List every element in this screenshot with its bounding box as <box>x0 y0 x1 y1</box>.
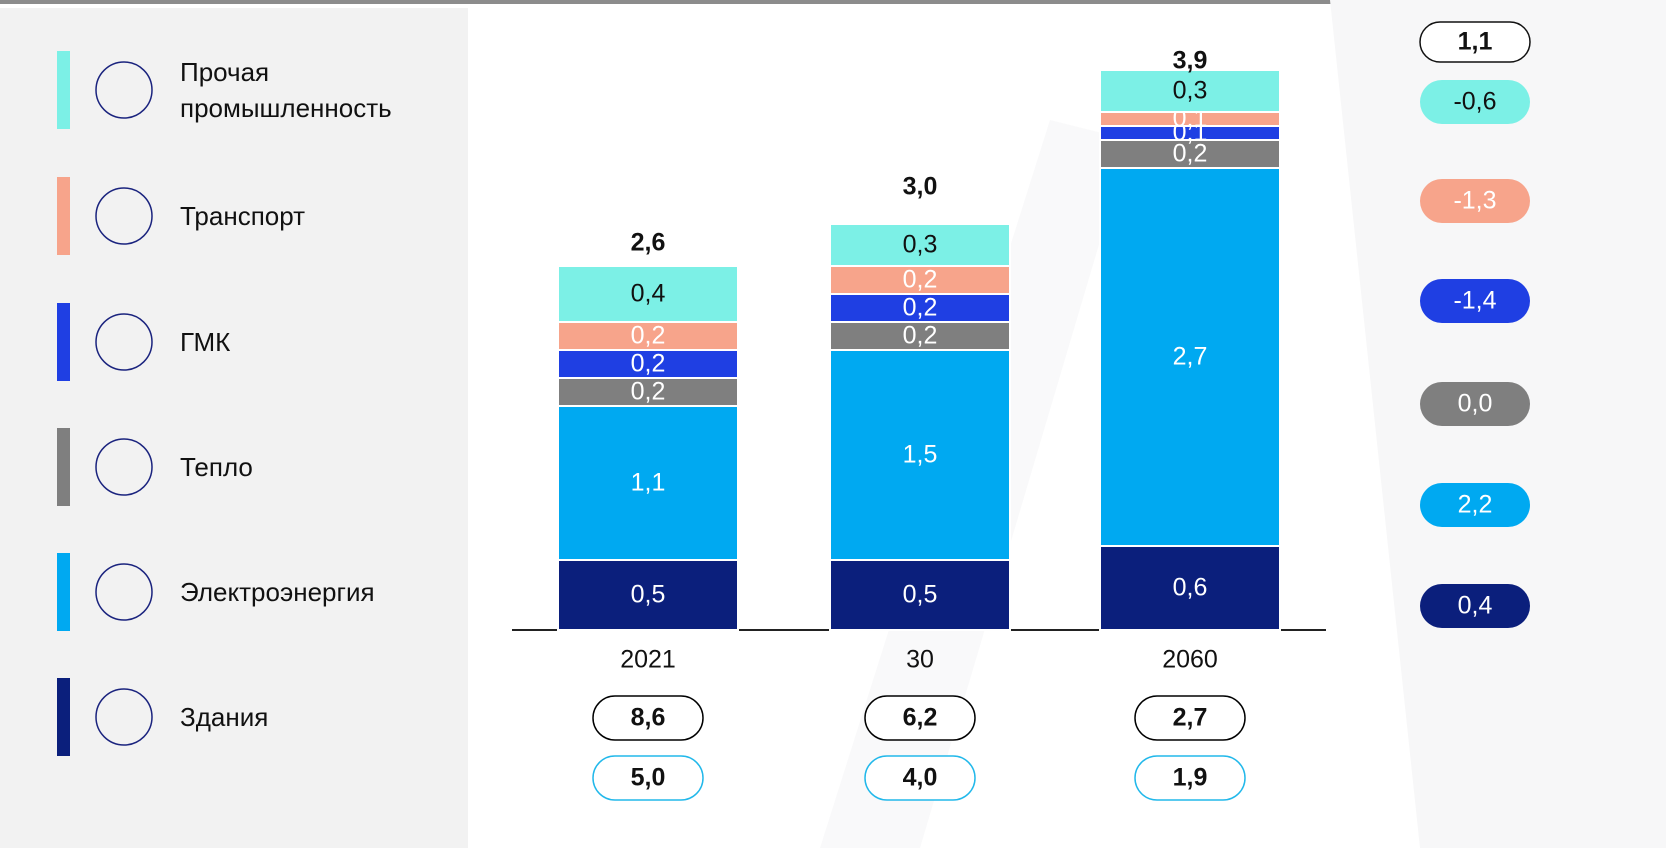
bar-segment <box>829 265 1011 295</box>
data-label: 0,2 <box>903 322 938 350</box>
legend-panel <box>0 8 468 848</box>
bar-segment <box>557 349 739 379</box>
legend-swatch <box>57 177 70 255</box>
legend-icon <box>95 688 153 746</box>
data-label: 0,3 <box>1173 77 1208 105</box>
legend-icon <box>95 438 153 496</box>
bottom-pill-label: 5,0 <box>631 764 666 792</box>
legend-label: Здания <box>180 702 269 732</box>
legend-icon <box>95 313 153 371</box>
change-label: 1,1 <box>1458 28 1493 56</box>
change-label: -1,3 <box>1453 187 1496 215</box>
change-label: -0,6 <box>1453 88 1496 116</box>
change-pill <box>1420 483 1530 527</box>
data-label: 2,7 <box>1173 343 1208 371</box>
change-pill <box>1420 584 1530 628</box>
data-label: 1,5 <box>903 441 938 469</box>
bar-segment <box>829 293 1011 323</box>
legend-swatch <box>57 51 70 129</box>
bar-segment <box>1099 167 1281 547</box>
legend-label: Электроэнергия <box>180 577 375 607</box>
bar-segment <box>829 223 1011 267</box>
legend-swatch <box>57 303 70 381</box>
top-rule <box>0 0 1666 4</box>
bottom-pill <box>592 695 704 741</box>
bottom-pill-label: 8,6 <box>631 704 666 732</box>
data-label: 1,1 <box>631 469 666 497</box>
bar-segment <box>829 349 1011 561</box>
x-tick-label: 2060 <box>1162 646 1218 674</box>
bar-segment <box>829 321 1011 351</box>
change-label: -1,4 <box>1453 287 1496 315</box>
change-pill <box>1420 179 1530 223</box>
total-label: 3,9 <box>1173 47 1208 75</box>
bar-segment <box>829 559 1011 631</box>
legend-swatch <box>57 428 70 506</box>
bottom-pill-label: 2,7 <box>1173 704 1208 732</box>
data-label: 0,2 <box>631 350 666 378</box>
legend-label: Прочая промышленность <box>180 57 392 123</box>
data-label: 0,2 <box>903 266 938 294</box>
bar-segment <box>1099 69 1281 113</box>
x-tick-label: 30 <box>906 646 934 674</box>
change-label: 0,4 <box>1458 592 1493 620</box>
legend-swatch <box>57 678 70 756</box>
data-label: 0,6 <box>1173 574 1208 602</box>
change-pill <box>1420 80 1530 124</box>
bottom-pill-label: 6,2 <box>903 704 938 732</box>
bottom-pill-label: 4,0 <box>903 764 938 792</box>
legend-icon <box>95 187 153 245</box>
legend-swatch <box>57 553 70 631</box>
data-label: 0,2 <box>631 322 666 350</box>
change-label: 0,0 <box>1458 390 1493 418</box>
bottom-pill-label: 1,9 <box>1173 764 1208 792</box>
data-label: 0,2 <box>903 294 938 322</box>
bottom-pill <box>592 755 704 801</box>
data-label: 0,5 <box>903 581 938 609</box>
bar-segment <box>557 405 739 561</box>
x-tick-label: 2021 <box>620 646 676 674</box>
bar-segment <box>1099 545 1281 631</box>
data-label: 0,3 <box>903 231 938 259</box>
legend-label: ГМК <box>180 327 231 357</box>
change-pill <box>1420 382 1530 426</box>
legend-label: Транспорт <box>180 201 306 231</box>
data-label: 0,4 <box>631 280 666 308</box>
legend-label: Тепло <box>180 452 253 482</box>
bar-segment <box>1099 139 1281 169</box>
total-label: 3,0 <box>903 173 938 201</box>
data-label: 0,2 <box>631 378 666 406</box>
bar-segment <box>557 377 739 407</box>
bottom-pill <box>1134 695 1246 741</box>
legend-icon <box>95 563 153 621</box>
change-pill <box>1419 21 1531 63</box>
data-label: 0,5 <box>631 581 666 609</box>
change-pill <box>1420 279 1530 323</box>
change-label: 2,2 <box>1458 491 1493 519</box>
bottom-pill <box>1134 755 1246 801</box>
bar-segment <box>557 265 739 323</box>
bottom-pill <box>864 755 976 801</box>
bottom-pill <box>864 695 976 741</box>
data-label: 0,2 <box>1173 140 1208 168</box>
total-label: 2,6 <box>631 229 666 257</box>
legend-icon <box>95 61 153 119</box>
